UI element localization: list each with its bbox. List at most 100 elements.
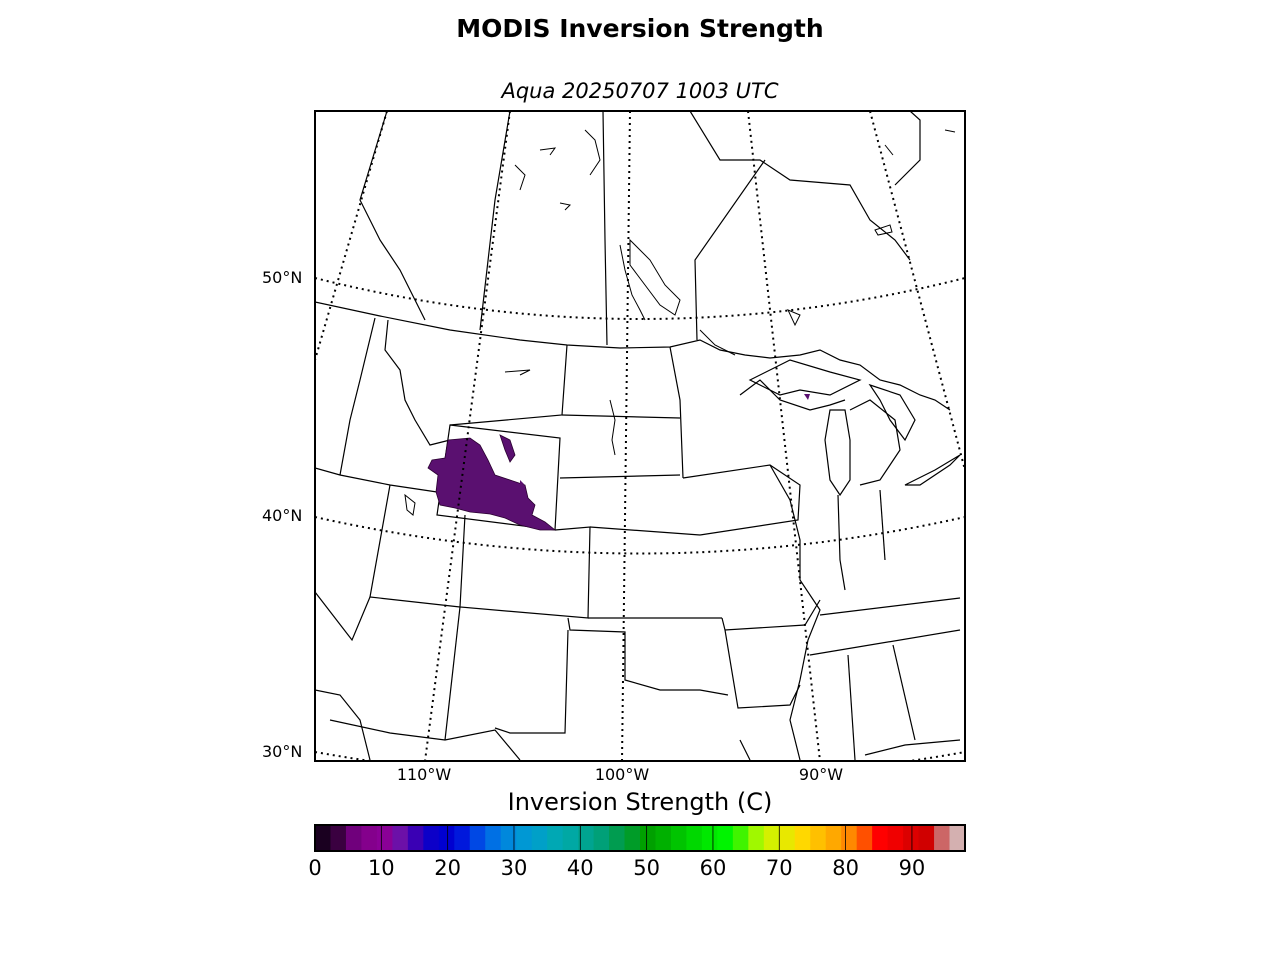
- colorbar-tick-label: 90: [898, 856, 926, 880]
- colorbar-tick-label: 60: [699, 856, 727, 880]
- colorbar-swatch: [640, 825, 657, 851]
- map-frame: [314, 110, 966, 762]
- inversion-data-patch-north: [499, 434, 516, 463]
- map-subtitle: Aqua 20250707 1003 UTC: [501, 79, 779, 103]
- colorbar-swatch: [593, 825, 610, 851]
- province-line-bc-ab: [359, 111, 426, 321]
- colorbar-swatch: [438, 825, 455, 851]
- colorbar-swatch: [918, 825, 935, 851]
- colorbar-swatch: [655, 825, 672, 851]
- colorbar-tick-label: 10: [367, 856, 395, 880]
- colorbar-swatch: [376, 825, 393, 851]
- state-line-tn: [809, 629, 961, 656]
- state-line-tx: [494, 629, 569, 734]
- state-line-ar-la: [724, 629, 801, 709]
- colorbar-tick-label: 80: [832, 856, 859, 880]
- colorbar-swatch: [407, 825, 424, 851]
- lon-label-90w: 90°W: [798, 765, 844, 784]
- lon-line-east-edge: [869, 111, 965, 471]
- lat-label-50n: 50°N: [262, 268, 303, 287]
- state-line-wa-id: [339, 317, 376, 476]
- colorbar-swatch: [345, 825, 363, 851]
- province-line-sk-mb: [602, 111, 608, 346]
- state-line-nd-sd: [561, 414, 681, 419]
- colorbar-swatch: [903, 825, 920, 851]
- lat-label-30n: 30°N: [262, 742, 303, 761]
- state-line-ms-al: [847, 654, 856, 761]
- gulf-coast: [739, 739, 961, 761]
- great-salt-lake: [404, 493, 416, 516]
- colorbar-swatch: [516, 825, 533, 851]
- lon-line-100w: [621, 111, 631, 761]
- lat-line-40n: [315, 516, 965, 555]
- hudson-bay-coast: [689, 111, 911, 261]
- inversion-data-main: [427, 437, 557, 531]
- graticule: [315, 111, 965, 761]
- state-line-mt-nd: [449, 344, 568, 426]
- lon-line-90w: [747, 111, 821, 761]
- state-line-mo-ar: [721, 599, 821, 631]
- colorbar-swatch: [763, 825, 780, 851]
- colorbar-swatch: [887, 825, 904, 851]
- state-line-or-ca: [315, 467, 438, 493]
- colorbar-swatch: [670, 825, 688, 851]
- state-line-ky-tn: [819, 597, 961, 616]
- great-lakes-erie: [904, 454, 961, 486]
- colorbar: [314, 824, 966, 852]
- colorbar-swatch: [934, 825, 951, 851]
- state-line-ia-mo: [682, 464, 801, 536]
- lake-winnipeg: [629, 238, 681, 316]
- lat-line-50n: [315, 277, 965, 320]
- state-line-ne-ks: [589, 526, 701, 536]
- colorbar-tick-label: 20: [434, 856, 461, 880]
- colorbar-tick-label: 30: [500, 856, 528, 880]
- great-lakes-huron: [868, 383, 916, 442]
- ca-coast: [315, 689, 371, 761]
- lakes: [404, 129, 956, 516]
- small-lake-d: [944, 129, 956, 133]
- colorbar-swatch: [624, 825, 641, 851]
- colorbar-swatch: [392, 825, 409, 851]
- colorbar-swatch: [748, 825, 765, 851]
- colorbar-tick-label: 50: [633, 856, 660, 880]
- colorbar-swatch: [856, 825, 873, 851]
- lake-sakakawea: [504, 369, 531, 376]
- state-line-az-nm: [444, 606, 461, 741]
- colorbar-tick-label: 70: [765, 856, 793, 880]
- mississippi-river: [769, 464, 821, 761]
- lake-athabasca: [514, 164, 526, 191]
- colorbar-swatch: [717, 825, 734, 851]
- colorbar-swatch: [469, 825, 486, 851]
- colorbar-tick-label: 40: [566, 856, 594, 880]
- colorbar-swatch: [578, 825, 595, 851]
- lon-label-100w: 100°W: [594, 765, 650, 784]
- small-lake-b: [559, 202, 572, 211]
- colorbar-swatch: [423, 825, 440, 851]
- mx-border: [329, 719, 521, 761]
- lake-nipigon: [787, 309, 801, 327]
- province-line-mb-on: [694, 159, 766, 341]
- great-lakes-superior: [748, 359, 862, 396]
- colorbar-swatch: [361, 825, 378, 851]
- colorbar-swatch: [732, 825, 749, 851]
- state-line-id-mt: [384, 319, 451, 446]
- state-line-nv-ca: [315, 591, 371, 642]
- state-line-co: [459, 514, 591, 619]
- colorbar-tick-label: 0: [308, 856, 322, 880]
- colorbar-swatch: [779, 825, 796, 851]
- lon-line-110w: [424, 111, 511, 761]
- state-line-mn: [669, 346, 684, 479]
- colorbar-swatch: [485, 825, 502, 851]
- state-line-wi-mi: [739, 379, 846, 411]
- great-lakes-michigan: [824, 409, 851, 497]
- colorbar-swatch: [315, 825, 332, 851]
- state-line-nm-tx: [567, 617, 729, 696]
- colorbar-swatch: [701, 825, 718, 851]
- lon-line-west-edge: [315, 111, 388, 361]
- colorbar-frame: [314, 824, 966, 852]
- colorbar-label: Inversion Strength (C): [507, 788, 773, 816]
- colorbar-swatch: [531, 825, 548, 851]
- lake-oahe: [609, 399, 616, 456]
- state-line-al-ga: [892, 644, 916, 741]
